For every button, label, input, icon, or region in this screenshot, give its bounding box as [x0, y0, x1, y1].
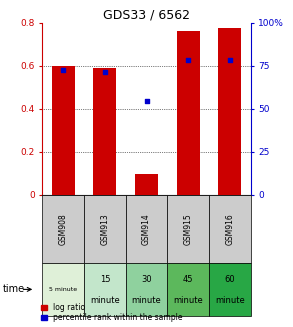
Bar — [93, 68, 116, 195]
Legend: log ratio, percentile rank within the sample: log ratio, percentile rank within the sa… — [40, 302, 183, 323]
Bar — [218, 27, 241, 195]
Bar — [52, 66, 75, 195]
Text: 5 minute: 5 minute — [49, 287, 77, 292]
Text: minute: minute — [132, 296, 161, 305]
Bar — [135, 174, 158, 195]
Bar — [167, 263, 209, 316]
Title: GDS33 / 6562: GDS33 / 6562 — [103, 9, 190, 22]
Bar — [42, 263, 84, 316]
Text: 60: 60 — [224, 275, 235, 284]
Text: GSM914: GSM914 — [142, 213, 151, 245]
Text: GSM913: GSM913 — [100, 213, 109, 245]
Text: GSM915: GSM915 — [184, 213, 193, 245]
Point — [186, 57, 190, 62]
Point — [144, 98, 149, 104]
Bar — [209, 263, 251, 316]
Bar — [126, 195, 167, 263]
Bar — [42, 195, 84, 263]
Point — [103, 69, 107, 75]
Bar — [84, 195, 126, 263]
Text: minute: minute — [215, 296, 245, 305]
Text: 30: 30 — [141, 275, 152, 284]
Text: minute: minute — [90, 296, 120, 305]
Bar — [177, 31, 200, 195]
Text: GSM908: GSM908 — [59, 213, 68, 245]
Bar — [84, 263, 126, 316]
Text: minute: minute — [173, 296, 203, 305]
Text: 45: 45 — [183, 275, 193, 284]
Bar — [167, 195, 209, 263]
Text: GSM916: GSM916 — [225, 213, 234, 245]
Point — [227, 57, 232, 62]
Text: time: time — [3, 284, 25, 294]
Text: 15: 15 — [100, 275, 110, 284]
Bar — [209, 195, 251, 263]
Point — [61, 67, 66, 73]
Bar — [126, 263, 167, 316]
